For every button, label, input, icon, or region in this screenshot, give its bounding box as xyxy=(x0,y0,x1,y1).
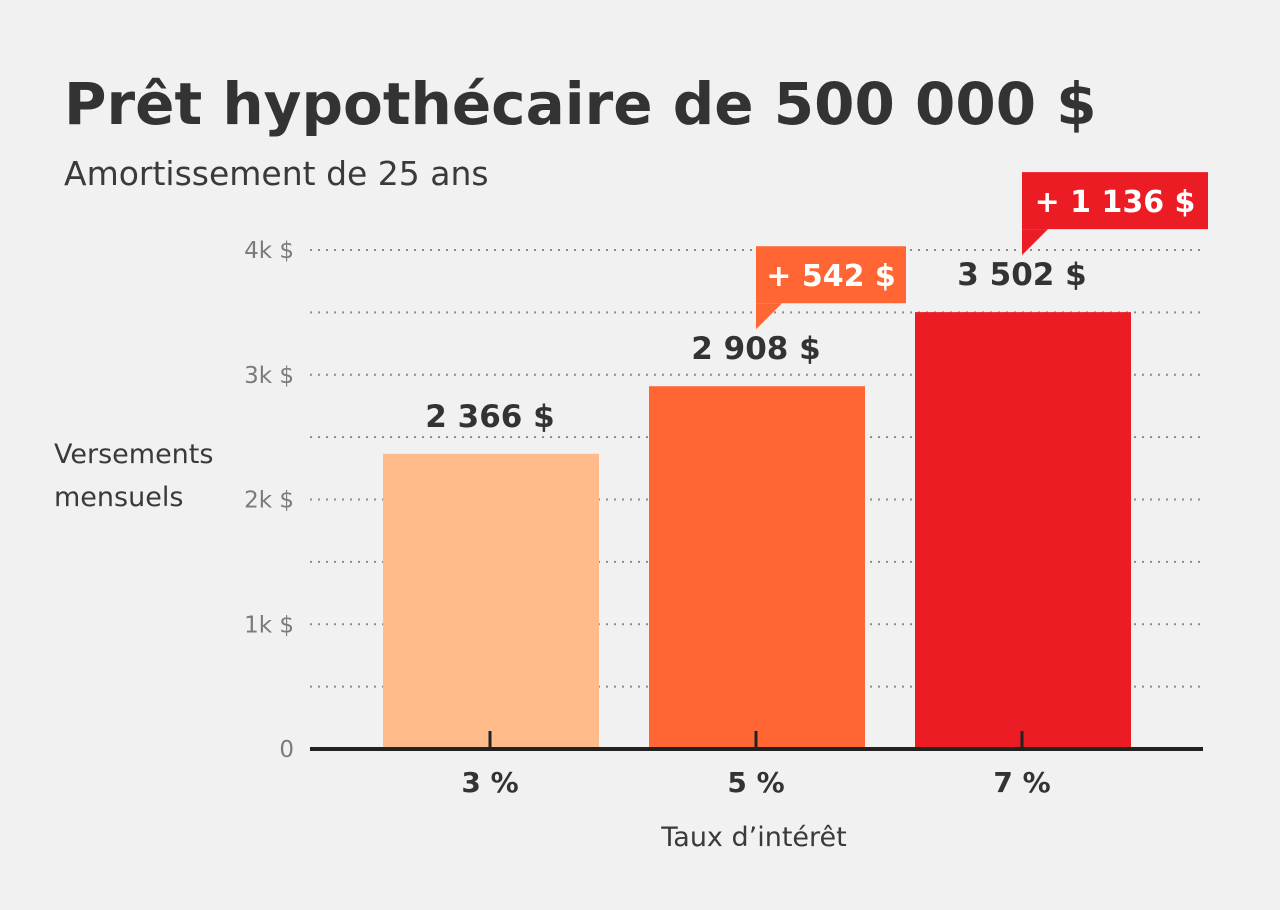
badge-pointer xyxy=(1022,229,1048,256)
data-label: 3 502 $ xyxy=(957,257,1086,293)
y-axis-ticks: 0 1k $ 2k $ 3k $ 4k $ xyxy=(244,238,294,763)
data-label: 2 908 $ xyxy=(691,331,820,367)
difference-badge: + 1 136 $ xyxy=(1022,172,1208,256)
y-axis-label-line-2: mensuels xyxy=(54,482,183,513)
data-labels: 2 366 $ 2 908 $ 3 502 $ xyxy=(425,257,1086,435)
y-tick-label: 4k $ xyxy=(244,238,294,264)
badge-pointer xyxy=(756,303,782,330)
x-tick-label: 7 % xyxy=(993,766,1050,799)
bar xyxy=(915,312,1131,749)
y-tick-label: 1k $ xyxy=(244,612,294,638)
bars xyxy=(383,312,1131,749)
badge-label: + 542 $ xyxy=(766,259,896,294)
y-tick-label: 2k $ xyxy=(244,488,294,514)
chart-subtitle: Amortissement de 25 ans xyxy=(64,154,489,193)
badge-label: + 1 136 $ xyxy=(1035,185,1196,220)
x-tick-label: 5 % xyxy=(727,766,784,799)
bar xyxy=(649,386,865,749)
x-axis-ticks: 3 % 5 % 7 % xyxy=(461,731,1051,799)
data-label: 2 366 $ xyxy=(425,399,554,435)
bar xyxy=(383,453,599,749)
badge-box xyxy=(1022,172,1208,230)
chart-title: Prêt hypothécaire de 500 000 $ xyxy=(64,70,1097,138)
x-tick-label: 3 % xyxy=(461,766,518,799)
y-tick-label: 3k $ xyxy=(244,363,294,389)
difference-badge: + 542 $ xyxy=(756,246,906,330)
y-tick-label: 0 xyxy=(279,737,294,763)
difference-badges: + 542 $ + 1 136 $ xyxy=(756,172,1208,330)
badge-box xyxy=(756,246,906,304)
y-axis-label-line-1: Versements xyxy=(54,439,213,470)
x-axis-label: Taux d’intérêt xyxy=(660,822,846,853)
